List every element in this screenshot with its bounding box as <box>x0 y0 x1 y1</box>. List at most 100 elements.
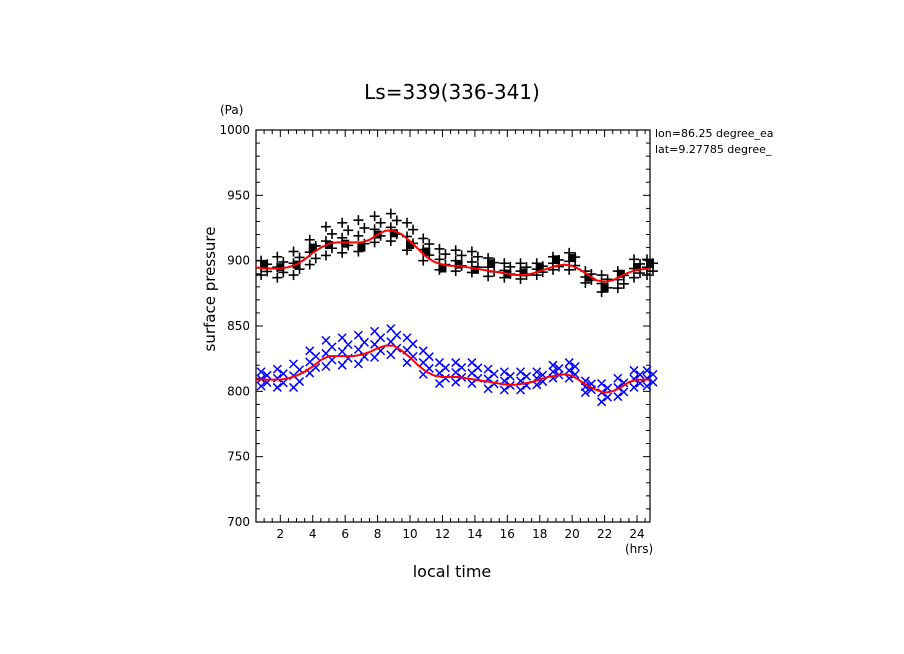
x-marker-b <box>337 333 347 343</box>
x-marker-b <box>619 387 629 397</box>
x-marker-b <box>305 346 315 356</box>
x-marker-b <box>538 370 548 380</box>
x-marker-b <box>473 363 483 373</box>
y-tick-label: 750 <box>227 450 250 464</box>
x-marker-b <box>505 371 515 381</box>
x-marker-b <box>483 384 493 394</box>
mean-line-lower <box>256 344 650 394</box>
x-marker-b <box>295 365 305 375</box>
x-marker-b <box>597 397 607 407</box>
x-marker-b <box>278 378 288 388</box>
x-unit-label: (hrs) <box>625 542 654 556</box>
x-marker-b <box>272 364 282 374</box>
square-marker <box>646 259 654 268</box>
x-marker-b <box>386 324 396 334</box>
x-tick-label: 12 <box>435 527 450 541</box>
x-marker-b <box>321 335 331 345</box>
square-marker <box>519 268 528 277</box>
x-marker-b <box>564 358 574 368</box>
x-marker-b <box>642 365 652 375</box>
x-marker-b <box>376 346 386 356</box>
x-marker-b <box>597 378 607 389</box>
x-marker-b <box>499 385 509 395</box>
x-marker-b <box>408 339 418 349</box>
square-marker <box>551 255 560 264</box>
x-marker-b <box>451 358 461 368</box>
square-marker <box>487 259 496 268</box>
x-marker-b <box>376 333 386 343</box>
x-marker-b <box>327 342 337 352</box>
x-tick-label: 4 <box>309 527 317 541</box>
chart-title: Ls=339(336-341) <box>364 80 540 104</box>
x-marker-b <box>424 352 434 362</box>
square-marker <box>584 273 593 282</box>
y-unit-label: (Pa) <box>220 103 244 117</box>
x-marker-b <box>483 364 493 374</box>
x-axis-label: local time <box>412 562 492 581</box>
x-marker-b <box>489 369 499 379</box>
x-marker-b <box>402 333 412 343</box>
x-marker-b <box>289 359 299 369</box>
square-marker <box>454 260 463 269</box>
x-marker-b <box>392 330 402 340</box>
x-marker-b <box>489 379 499 389</box>
square-marker <box>422 247 431 256</box>
square-marker <box>535 263 544 272</box>
x-marker-b <box>516 385 526 395</box>
x-tick-label: 24 <box>629 527 644 541</box>
x-marker-b <box>532 367 542 377</box>
x-tick-label: 14 <box>467 527 482 541</box>
x-marker-b <box>370 326 380 336</box>
square-marker <box>470 265 479 274</box>
y-tick-label: 850 <box>227 319 250 333</box>
x-marker-b <box>499 367 509 377</box>
x-marker-b <box>532 380 542 390</box>
square-marker <box>324 240 333 249</box>
plot-frame <box>255 129 651 523</box>
square-marker <box>341 239 350 248</box>
mean-line-upper <box>255 229 651 283</box>
x-marker-b <box>256 381 266 391</box>
x-marker-b <box>648 377 658 387</box>
x-tick-label: 22 <box>597 527 612 541</box>
x-marker-b <box>272 382 282 392</box>
y-tick-label: 1000 <box>219 123 250 137</box>
y-tick-label: 700 <box>227 515 250 529</box>
x-marker-b <box>327 355 337 365</box>
x-marker-b <box>359 337 369 347</box>
x-marker-b <box>548 360 558 370</box>
square-marker <box>276 263 285 272</box>
lat-annotation: lat=9.27785 degree_ <box>655 143 772 156</box>
x-marker-b <box>418 346 428 356</box>
x-marker-b <box>522 371 532 381</box>
square-marker <box>357 243 366 252</box>
x-marker-b <box>538 377 548 387</box>
y-tick-label: 900 <box>227 254 250 268</box>
x-marker-b <box>272 373 282 383</box>
square-marker <box>260 260 269 269</box>
x-marker-b <box>256 367 266 377</box>
x-marker-b <box>473 373 483 383</box>
x-marker-b <box>648 369 658 379</box>
x-tick-label: 8 <box>374 527 382 541</box>
square-marker <box>568 254 577 263</box>
x-marker-b <box>642 381 652 391</box>
y-tick-label: 800 <box>227 384 250 398</box>
x-marker-b <box>642 373 652 383</box>
x-marker-b <box>554 363 564 373</box>
square-marker <box>633 263 642 272</box>
x-marker-b <box>262 370 272 380</box>
x-marker-b <box>278 369 288 379</box>
x-marker-b <box>457 362 467 373</box>
x-marker-b <box>359 352 369 362</box>
x-tick-label: 16 <box>500 527 515 541</box>
x-marker-b <box>629 365 639 375</box>
square-marker <box>438 264 447 273</box>
x-marker-b <box>295 377 305 387</box>
x-tick-label: 10 <box>402 527 417 541</box>
x-marker-b <box>548 367 558 377</box>
y-tick-label: 950 <box>227 188 250 202</box>
x-tick-label: 6 <box>341 527 349 541</box>
x-marker-b <box>564 365 574 375</box>
square-marker <box>389 229 398 238</box>
